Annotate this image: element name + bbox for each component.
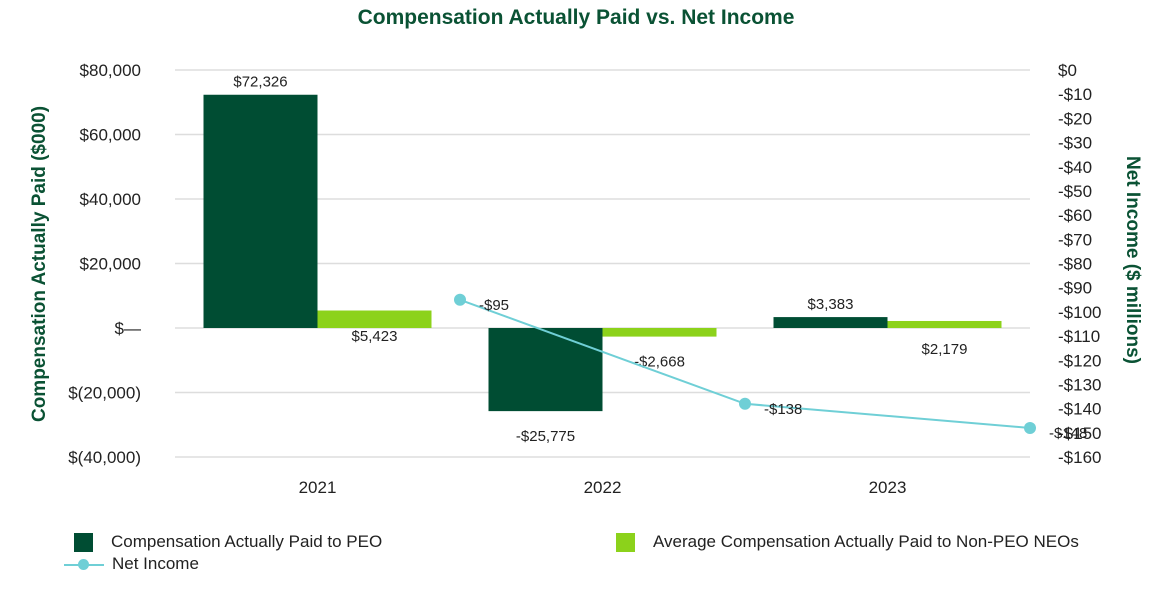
net-income-label: -$95 [479, 297, 509, 314]
net-income-point [739, 397, 751, 410]
legend-swatch-net-income [64, 555, 104, 574]
bar-peo [203, 94, 318, 328]
chart-title: Compensation Actually Paid vs. Net Incom… [357, 6, 795, 29]
y2-tick-label: -$120 [1058, 351, 1101, 370]
y-tick-label: $20,000 [80, 255, 141, 274]
y2-axis-title: Net Income ($ millions) [1122, 156, 1143, 364]
data-label-peo: $3,383 [808, 296, 854, 313]
y-tick-label: $(40,000) [68, 448, 141, 467]
net-income-point [454, 293, 466, 306]
y2-tick-label: -$150 [1058, 424, 1101, 443]
y-tick-label: $— [115, 319, 141, 338]
y2-tick-label: -$10 [1058, 85, 1092, 104]
legend-item-net-income: Net Income [64, 554, 199, 574]
bar-neo [887, 320, 1002, 328]
legend-swatch-peo [74, 532, 93, 552]
y2-tick-label: $0 [1058, 61, 1077, 80]
chart-plot: $80,000 $60,000 $40,000 $20,000 $— $(20,000) $… [29, 61, 1143, 497]
y-tick-label: $40,000 [80, 190, 141, 209]
bar-neo [602, 328, 717, 337]
net-income-point [1024, 421, 1036, 434]
bar-neo [317, 310, 432, 328]
y2-tick-label: -$60 [1058, 206, 1092, 225]
data-label-neo: $2,179 [922, 341, 968, 358]
x-tick-label: 2021 [299, 478, 337, 497]
y2-tick-label: -$90 [1058, 279, 1092, 298]
bar-peo [488, 328, 603, 412]
y2-tick-label: -$130 [1058, 375, 1101, 394]
net-income-label: -$138 [764, 401, 802, 418]
y-axis-title: Compensation Actually Paid ($000) [29, 106, 50, 422]
y2-tick-label: -$30 [1058, 134, 1092, 153]
y2-tick-label: -$140 [1058, 400, 1101, 419]
y2-tick-label: -$40 [1058, 158, 1092, 177]
y2-tick-label: -$50 [1058, 182, 1092, 201]
data-label-neo: $5,423 [352, 328, 398, 345]
data-label-peo: $72,326 [233, 74, 287, 91]
legend-swatch-neo [616, 532, 635, 552]
legend-label-peo: Compensation Actually Paid to PEO [111, 532, 383, 551]
bar-peo [773, 317, 888, 328]
legend-item-neo: Average Compensation Actually Paid to No… [616, 532, 1079, 552]
y2-tick-label: -$100 [1058, 303, 1101, 322]
y2-tick-label: -$80 [1058, 255, 1092, 274]
legend-label-net-income: Net Income [112, 554, 199, 573]
y2-tick-label: -$110 [1058, 327, 1100, 346]
y-tick-label: $(20,000) [68, 384, 141, 403]
x-tick-label: 2022 [584, 478, 622, 497]
y2-tick-label: -$160 [1058, 448, 1101, 467]
legend-item-peo: Compensation Actually Paid to PEO [74, 532, 382, 552]
net-income-label: -$148 [1049, 425, 1087, 442]
data-label-neo: -$2,668 [634, 354, 685, 371]
y-tick-label: $60,000 [80, 126, 141, 145]
y2-tick-label: -$70 [1058, 230, 1092, 249]
data-label-peo: -$25,775 [516, 428, 575, 445]
legend-label-neo: Average Compensation Actually Paid to No… [653, 532, 1079, 551]
x-tick-label: 2023 [869, 478, 907, 497]
y2-tick-label: -$20 [1058, 109, 1092, 128]
y-tick-label: $80,000 [80, 61, 141, 80]
